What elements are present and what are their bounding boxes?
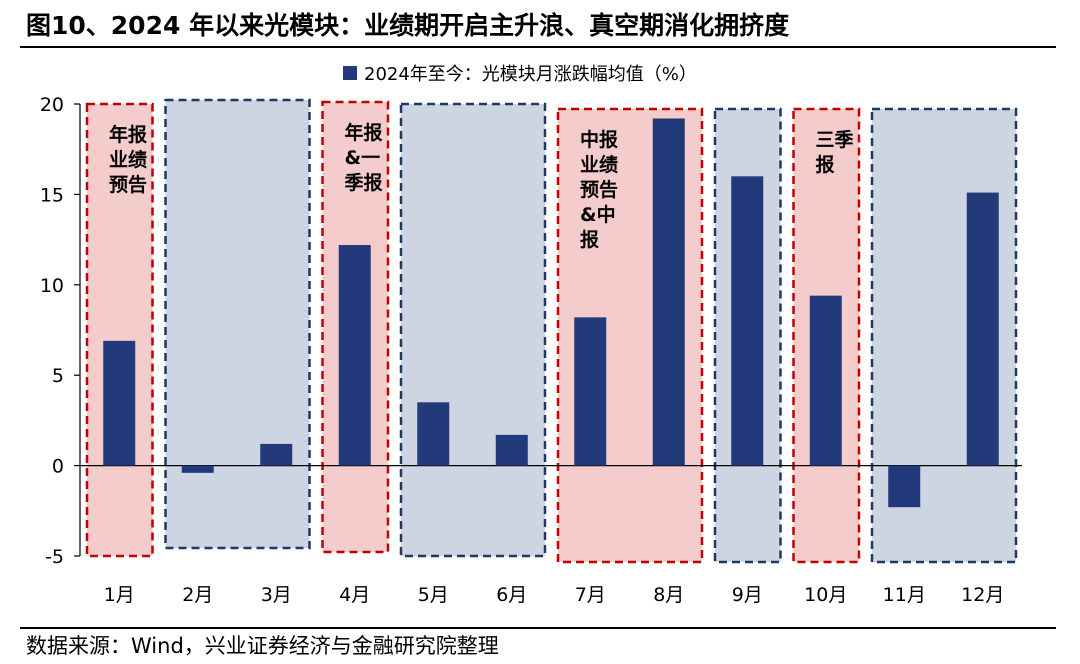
period-labels: 年报业绩预告 年报&一季报 中报业绩预告&中报 三季报 [109,121,854,251]
y-tick-label: -5 [45,546,64,568]
x-tick-label: 2月 [182,584,213,606]
source-note: 数据来源：Wind，兴业证券经济与金融研究院整理 [26,634,499,658]
period-label: 年报&一季报 [345,121,383,194]
earnings-period-box [85,102,154,558]
x-tick-label: 3月 [261,584,292,606]
period-label: 三季报 [816,129,854,176]
x-tick-label: 10月 [804,584,847,606]
x-tick-label: 4月 [339,584,370,606]
bar-12月 [966,192,999,466]
y-tick-label: 20 [40,94,64,116]
title-divider [20,46,1056,48]
axes: 20 15 10 5 0 -5 1月 2月 3月 4月 5月 6月 7月 8月 9月 10月 11月 12月 [40,94,1022,606]
bar-5月 [417,402,450,466]
bar-9月 [731,176,764,466]
y-tick-label: 5 [52,365,64,387]
bar-1月 [103,340,136,466]
y-tick-label: 0 [52,456,64,478]
bar-10月 [809,295,842,466]
y-tick-label: 10 [40,275,64,297]
legend-label: 2024年至今：光模块月涨跌幅均值（%） [364,64,697,85]
x-tick-label: 7月 [575,584,606,606]
bar-11月 [888,465,921,508]
x-tick-label: 8月 [653,584,684,606]
bar-4月 [338,245,371,466]
bar-6月 [495,434,528,466]
x-tick-label: 6月 [496,584,527,606]
legend-swatch [343,66,357,80]
x-tick-label: 9月 [732,584,763,606]
footer-divider [20,627,1056,629]
legend: 2024年至今：光模块月涨跌幅均值（%） [343,64,697,85]
bar-8月 [652,118,685,466]
period-label: 年报业绩预告 [109,123,147,196]
bar-7月 [574,317,607,466]
vacuum-period-box [399,102,547,558]
bar-2月 [181,465,214,473]
x-tick-label: 1月 [104,584,135,606]
bar-3月 [260,443,293,466]
period-boxes [85,98,1018,564]
x-tick-label: 12月 [961,584,1004,606]
chart-title: 图10、2024 年以来光模块：业绩期开启主升浪、真空期消化拥挤度 [26,11,790,40]
vacuum-period-box [164,98,311,550]
period-label: 中报业绩预告&中报 [580,128,618,251]
x-tick-label: 5月 [418,584,449,606]
x-tick-label: 11月 [883,584,926,606]
y-tick-label: 15 [40,184,64,206]
bars [103,118,999,508]
